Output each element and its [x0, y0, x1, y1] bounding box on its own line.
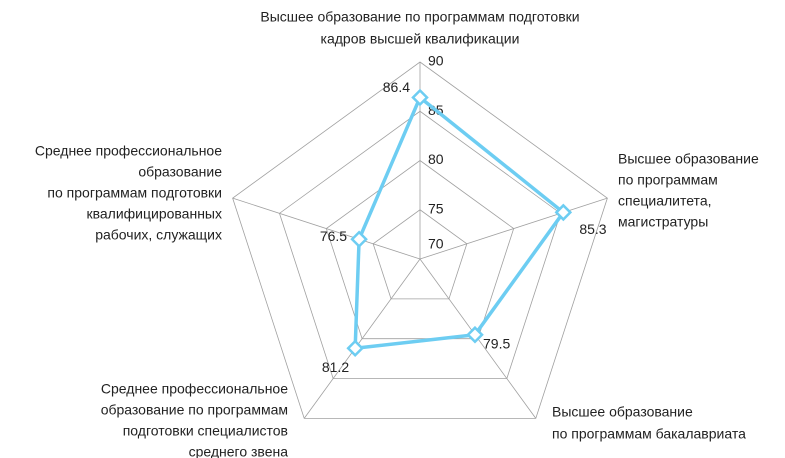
category-label: специалитета,: [618, 193, 712, 209]
tick-label: 90: [428, 53, 444, 69]
category-label: квалифицированных: [86, 206, 222, 222]
category-label: образование: [138, 164, 222, 180]
category-label: магистратуры: [618, 214, 708, 230]
marker: [346, 339, 364, 358]
grid-ring: [279, 110, 561, 379]
series-line: [353, 95, 566, 351]
marker: [466, 325, 484, 344]
grid-ring: [372, 209, 468, 300]
grid-ring: [325, 160, 515, 340]
value-label: 85.3: [579, 221, 606, 237]
spoke: [303, 258, 421, 419]
spoke: [419, 197, 608, 260]
category-label: по программам бакалавриата: [552, 426, 746, 442]
category-label: кадров высшей квалификации: [321, 31, 520, 47]
value-label: 81.2: [322, 359, 349, 375]
category-label: подготовки специалистов: [123, 423, 288, 439]
tick-label: 75: [428, 200, 444, 216]
category-label: по программам: [618, 172, 718, 188]
category-label: Высшее образование: [618, 151, 759, 167]
category-label: среднего звена: [189, 444, 289, 458]
category-label: рабочих, служащих: [95, 227, 222, 243]
category-label: Среднее профессиональное: [101, 381, 288, 397]
value-label: 76.5: [320, 228, 347, 244]
category-label: Среднее профессиональное: [35, 143, 222, 159]
value-label: 86.4: [383, 79, 410, 95]
category-label: образование по программам: [101, 402, 288, 418]
marker: [411, 88, 429, 107]
tick-label: 80: [428, 151, 444, 167]
category-label: по программам подготовки: [47, 185, 222, 201]
grid-ring: [232, 61, 608, 419]
tick-label: 70: [428, 236, 444, 252]
value-label: 79.5: [483, 335, 510, 351]
marker: [350, 230, 368, 248]
category-label: Высшее образование: [552, 404, 693, 420]
category-label: Высшее образование по программам подгото…: [260, 9, 579, 25]
marker: [554, 203, 573, 222]
spoke: [232, 197, 421, 260]
